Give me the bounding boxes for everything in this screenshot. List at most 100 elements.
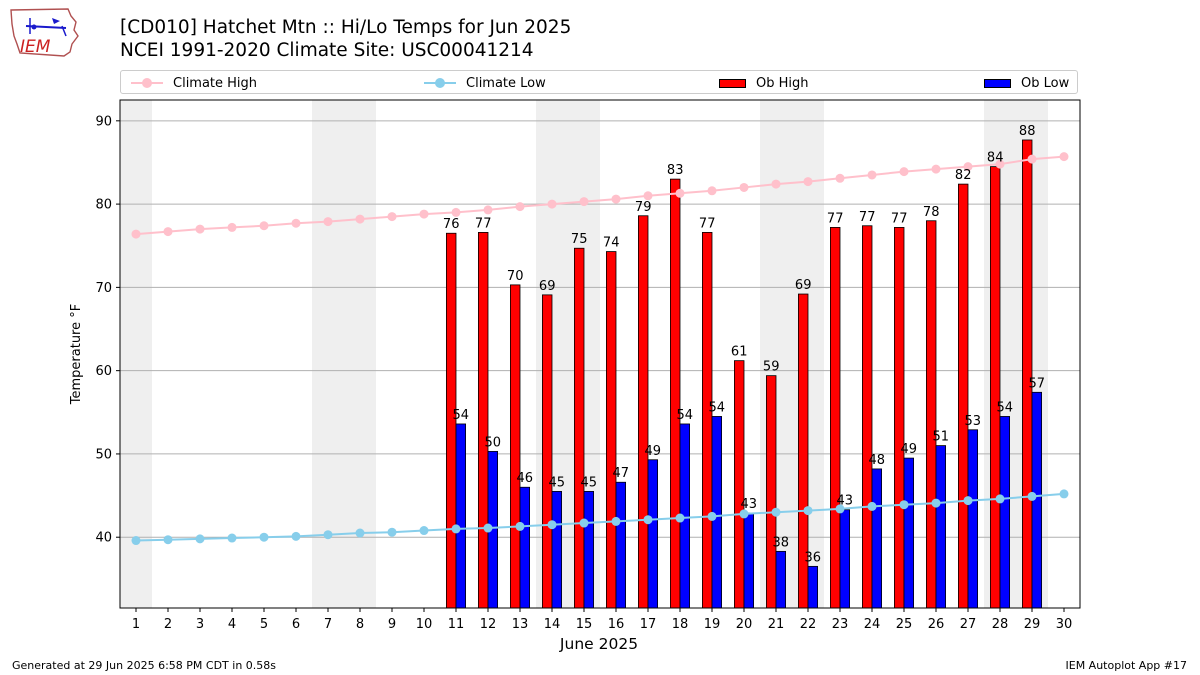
climate-low-point (419, 526, 429, 536)
climate-high-point (131, 229, 141, 239)
ob-high-bar (542, 294, 553, 609)
ob-high-bar (830, 227, 841, 609)
legend-entry-ob-low: Ob Low (984, 74, 1069, 92)
climate-high-point (259, 221, 269, 231)
climate-low-point (131, 536, 141, 546)
climate-high-point (867, 170, 877, 180)
ob-low-data-label: 45 (549, 475, 566, 490)
climate-low-point (483, 523, 493, 533)
ob-low-bar (903, 457, 915, 609)
ob-low-data-label: 38 (773, 535, 790, 550)
x-tick-label: 1 (132, 617, 140, 632)
x-tick-label: 26 (928, 617, 945, 632)
legend-swatch-ob-high (719, 78, 746, 88)
plot-frame (119, 99, 1081, 609)
ob-low-data-label: 53 (965, 414, 982, 429)
x-tick-label: 20 (736, 617, 753, 632)
ob-low-bar (455, 423, 467, 609)
x-tick-label: 6 (292, 617, 300, 632)
climate-low-point (1059, 489, 1069, 499)
climate-low-point (291, 531, 301, 541)
climate-low-point (611, 516, 621, 526)
ob-low-data-label: 45 (581, 475, 598, 490)
ob-high-bar (670, 178, 681, 609)
legend-swatch-climate-high (131, 78, 163, 88)
ob-low-bar (807, 565, 819, 609)
climate-high-point (195, 224, 205, 234)
ob-high-data-label: 77 (827, 211, 844, 226)
ob-low-data-label: 51 (933, 430, 950, 445)
y-tick-label: 80 (95, 198, 112, 213)
app-credit: IEM Autoplot App #17 (1065, 659, 1188, 672)
ob-low-bar (775, 550, 787, 609)
climate-low-point (195, 534, 205, 544)
ob-high-data-label: 82 (955, 168, 972, 183)
climate-high-point (355, 214, 365, 224)
climate-low-point (259, 532, 269, 542)
x-tick-label: 23 (832, 617, 849, 632)
climate-high-point (1027, 154, 1037, 164)
ob-low-data-label: 43 (741, 497, 758, 512)
x-tick-label: 21 (768, 617, 785, 632)
climate-high-point (387, 212, 397, 222)
climate-high-point (547, 199, 557, 209)
legend-swatch-climate-low (424, 78, 456, 88)
ob-low-data-label: 36 (805, 550, 822, 565)
ob-low-bar (999, 416, 1011, 609)
ob-high-bar (638, 215, 649, 609)
ob-high-data-label: 83 (667, 163, 684, 178)
x-tick-label: 17 (640, 617, 657, 632)
ob-high-data-label: 76 (443, 217, 460, 232)
ob-low-bar (839, 509, 851, 609)
x-tick-label: 2 (164, 617, 172, 632)
ob-high-bar (862, 225, 873, 609)
ob-high-bar (477, 232, 489, 609)
x-tick-label: 16 (608, 617, 625, 632)
climate-high-point (419, 209, 429, 219)
x-tick-label: 13 (512, 617, 529, 632)
x-tick-label: 8 (356, 617, 364, 632)
x-tick-label: 14 (544, 617, 561, 632)
y-axis-label: Temperature °F (69, 304, 84, 405)
ob-low-bar (551, 491, 563, 609)
ob-low-bar (967, 429, 979, 609)
climate-high-point (995, 159, 1005, 169)
climate-low-point (227, 533, 237, 543)
ob-low-data-label: 54 (453, 408, 470, 423)
climate-high-point (451, 207, 461, 217)
legend-swatch-ob-low (984, 78, 1011, 88)
climate-high-point (771, 179, 781, 189)
ob-low-bar (647, 459, 659, 609)
climate-low-point (675, 513, 685, 523)
chart-title: [CD010] Hatchet Mtn :: Hi/Lo Temps for J… (120, 17, 572, 38)
ob-high-data-label: 77 (475, 216, 492, 231)
climate-high-point (931, 164, 941, 174)
climate-low-point (995, 494, 1005, 504)
ob-high-data-label: 59 (763, 360, 780, 375)
climate-high-point (963, 162, 973, 172)
x-tick-label: 24 (864, 617, 881, 632)
iem-logo: IEM (8, 6, 80, 58)
climate-high-point (803, 177, 813, 187)
climate-low-point (867, 501, 877, 511)
legend-label-climate-high: Climate High (173, 75, 258, 91)
climate-high-point (163, 227, 173, 237)
x-tick-label: 5 (260, 617, 268, 632)
ob-high-bar (926, 220, 937, 609)
ob-low-data-label: 49 (901, 442, 918, 457)
legend-label-ob-low: Ob Low (1021, 75, 1070, 91)
x-tick-label: 22 (800, 617, 817, 632)
legend-label-climate-low: Climate Low (466, 75, 546, 91)
ob-high-bar (574, 247, 585, 609)
y-tick-label: 60 (95, 364, 112, 379)
ob-low-bar (615, 481, 627, 609)
ob-low-data-label: 50 (485, 435, 502, 450)
climate-low-point (1027, 491, 1037, 501)
climate-high-point (483, 205, 493, 215)
ob-low-data-label: 48 (869, 453, 886, 468)
climate-high-point (611, 194, 621, 204)
climate-low-point (771, 507, 781, 517)
x-tick-label: 4 (228, 617, 236, 632)
climate-high-point (1059, 152, 1069, 162)
ob-high-data-label: 77 (891, 211, 908, 226)
